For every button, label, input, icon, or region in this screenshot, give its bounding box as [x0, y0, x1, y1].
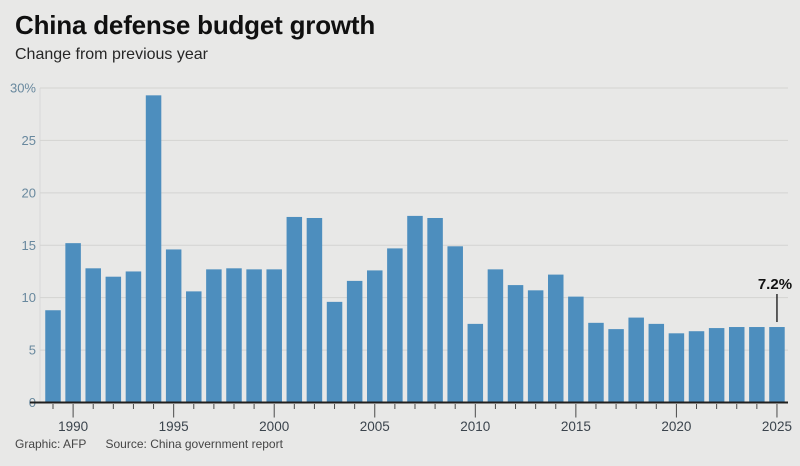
bar-2008: [427, 217, 443, 403]
x-axis-label: 2000: [259, 419, 289, 434]
bar-2000: [266, 269, 282, 403]
x-axis-label: 1990: [58, 419, 88, 434]
graphic-credit: Graphic: AFP: [15, 437, 87, 451]
bar-2024: [749, 327, 765, 403]
bar-1993: [125, 271, 142, 403]
bar-2004: [346, 280, 363, 403]
x-axis-label: 2010: [460, 419, 490, 434]
x-axis-label: 2020: [661, 419, 691, 434]
bar-2017: [608, 329, 624, 403]
bar-1994: [145, 95, 162, 403]
bar-2021: [688, 331, 705, 403]
bar-2001: [286, 216, 303, 403]
x-axis-label: 1995: [159, 419, 189, 434]
bar-2013: [527, 290, 544, 403]
y-axis-label: 5: [29, 343, 36, 358]
bar-2023: [728, 327, 745, 403]
source-note: Source: China government report: [105, 437, 283, 451]
annotation-label: 7.2%: [758, 276, 792, 293]
x-axis-label: 2025: [762, 419, 792, 434]
bar-2007: [407, 215, 423, 403]
bar-2010: [467, 323, 484, 403]
bar-2002: [306, 217, 323, 403]
bar-1989: [45, 310, 61, 403]
bar-1992: [105, 276, 122, 403]
bar-1990: [65, 243, 81, 403]
bar-2012: [507, 285, 524, 403]
bar-2025: [769, 327, 785, 403]
chart-footer: Graphic: AFP Source: China government re…: [15, 437, 283, 451]
bar-2006: [387, 248, 403, 403]
bar-2018: [628, 317, 644, 403]
bar-1997: [206, 269, 222, 403]
bar-2015: [568, 296, 584, 403]
bar-2014: [548, 274, 564, 403]
bar-1998: [226, 268, 242, 403]
bar-2022: [708, 328, 725, 403]
x-axis-label: 2015: [561, 419, 591, 434]
chart-title: China defense budget growth: [15, 10, 376, 40]
bar-2011: [487, 269, 504, 403]
bar-2009: [447, 246, 463, 403]
bar-1996: [186, 291, 202, 403]
bar-2005: [367, 270, 383, 403]
y-axis-label: 15: [22, 238, 36, 253]
x-axis-label: 2005: [360, 419, 390, 434]
bar-1999: [246, 269, 262, 403]
bar-2019: [648, 323, 665, 403]
y-axis-label: 30%: [10, 81, 36, 96]
bar-2003: [326, 301, 343, 403]
y-axis-label: 10: [22, 290, 36, 305]
y-axis-label: 20: [22, 185, 36, 200]
bar-2020: [668, 333, 685, 403]
y-axis-label: 25: [22, 133, 36, 148]
bar-1995: [165, 249, 182, 403]
bar-2016: [588, 322, 604, 403]
chart-subtitle: Change from previous year: [15, 46, 208, 63]
bar-1991: [85, 268, 101, 403]
